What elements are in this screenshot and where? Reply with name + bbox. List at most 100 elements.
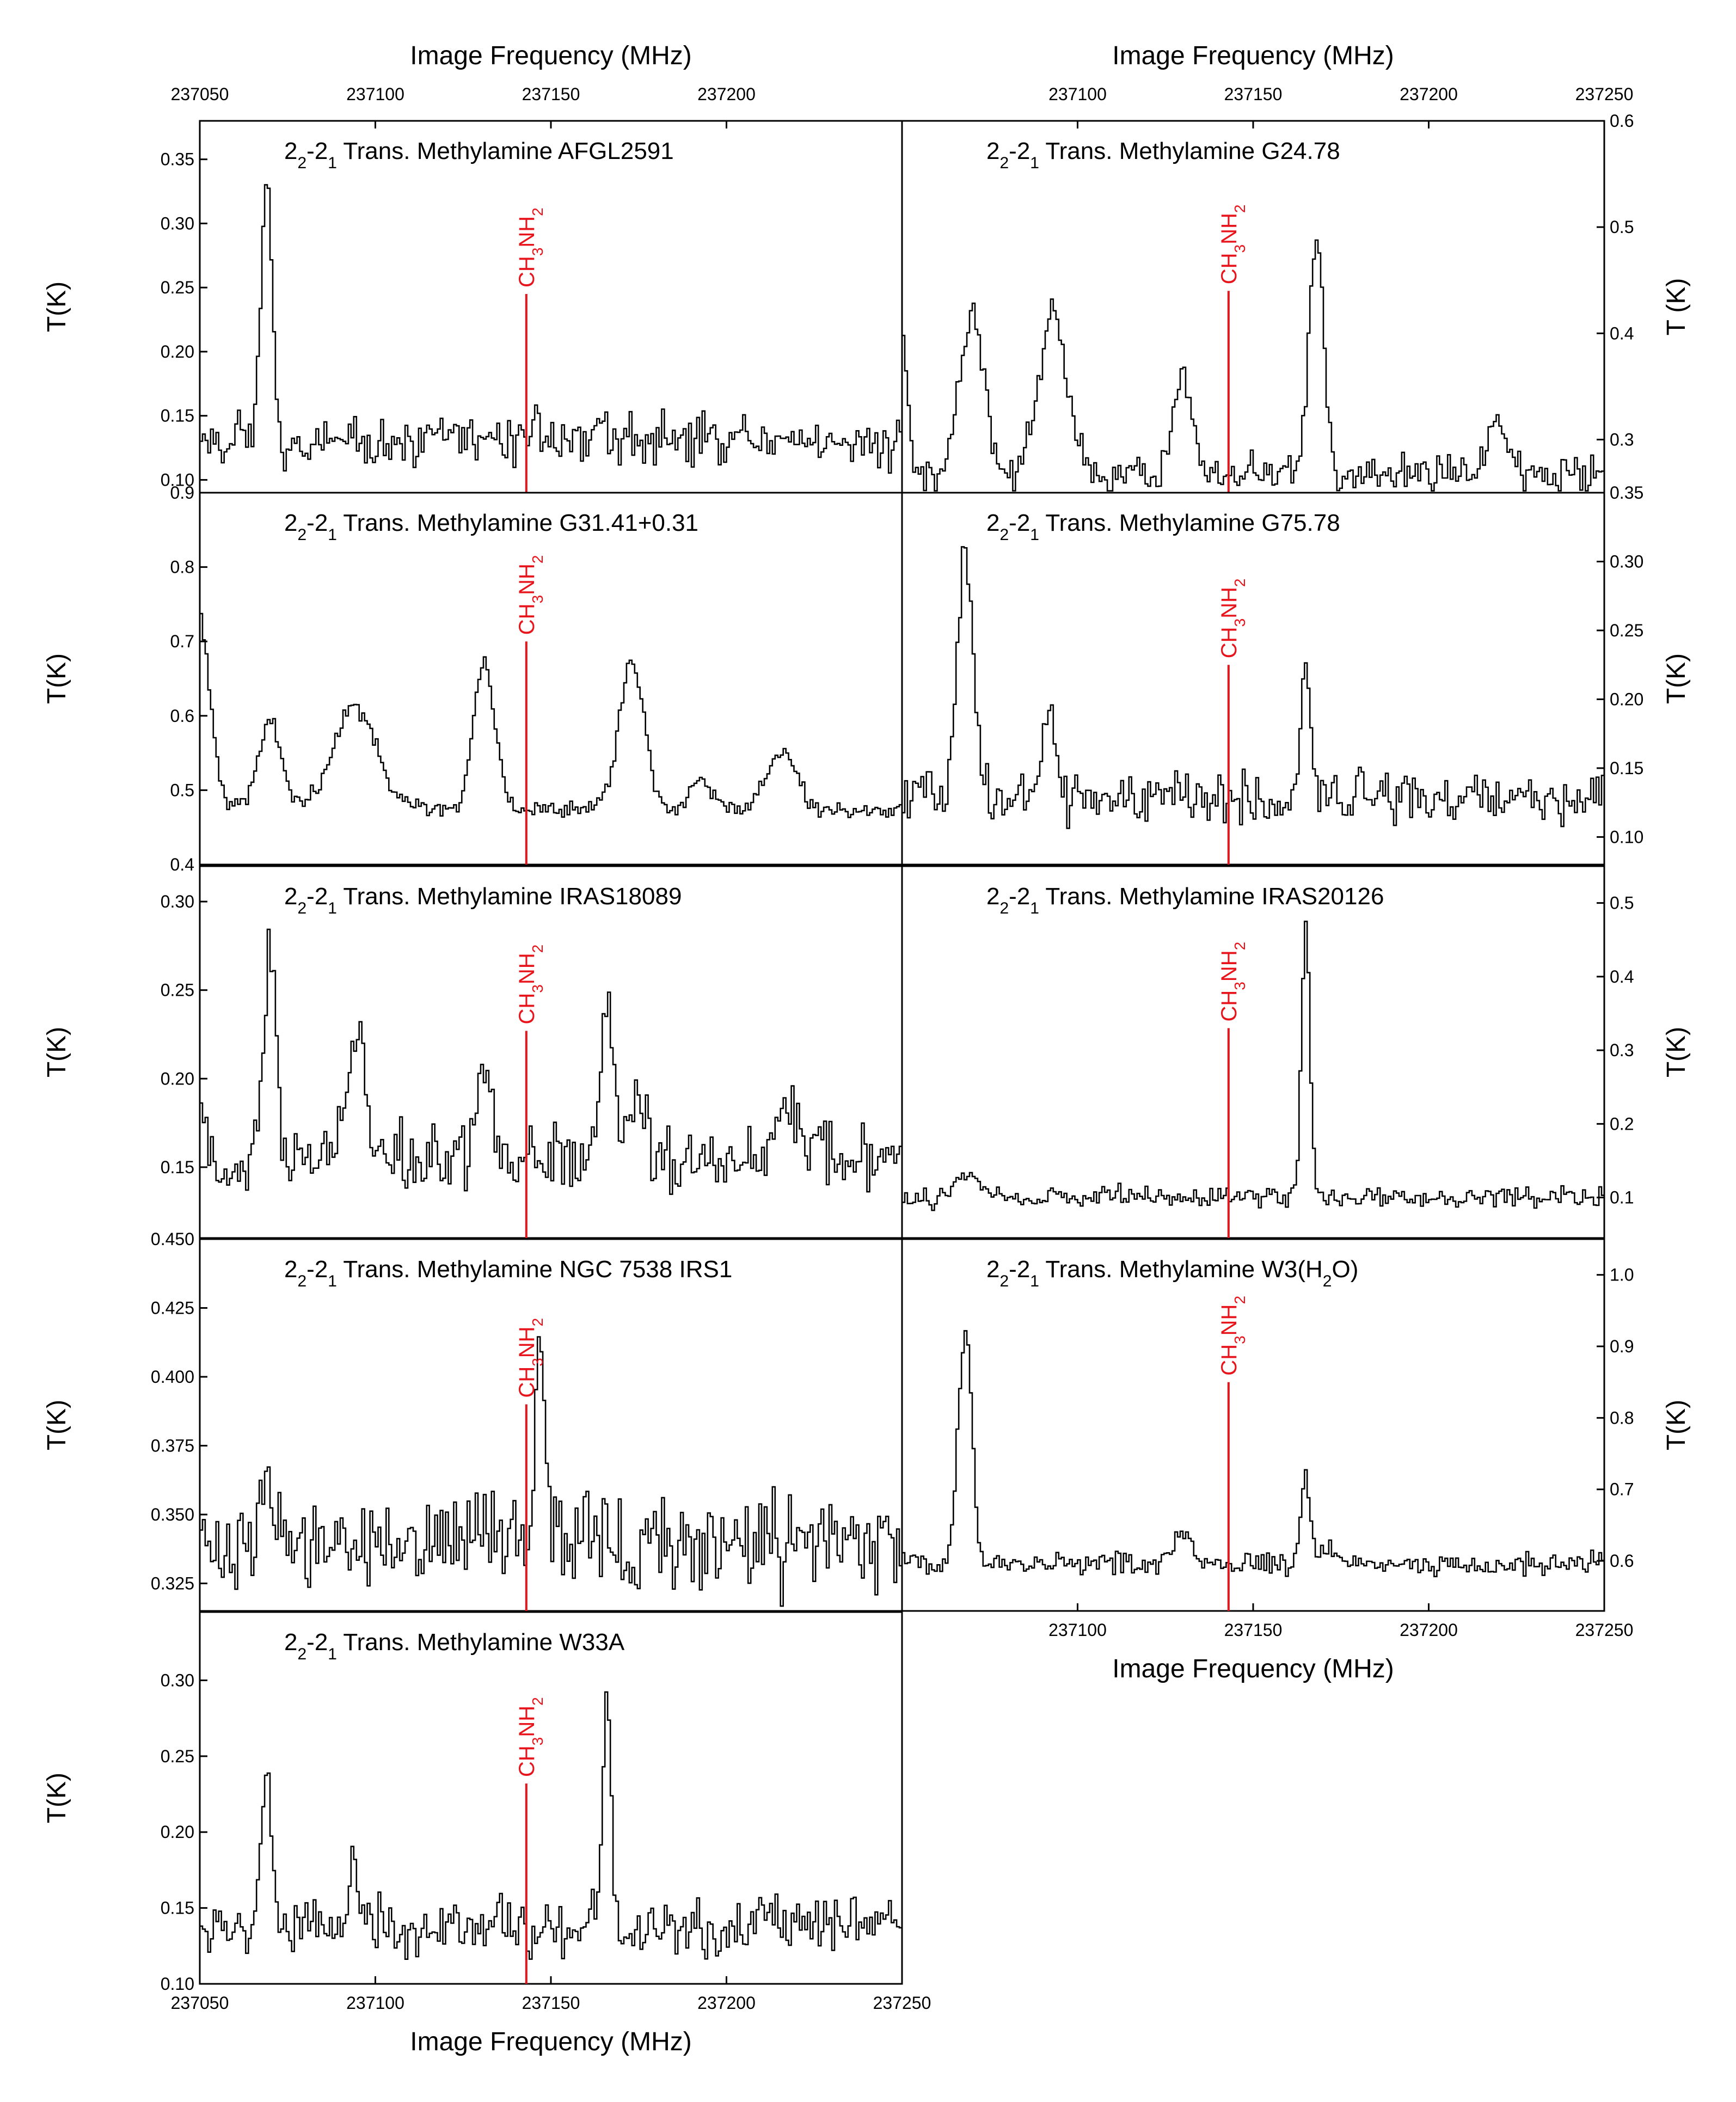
x-tick-label-top: 237150 [1224,84,1283,104]
marker-subscript: 3 [1231,618,1248,627]
marker-label-part: CH [515,256,539,287]
y-tick-label: 0.25 [161,1746,194,1766]
title-subscript: 1 [1030,899,1039,917]
y-tick-label: 0.7 [1610,1480,1634,1499]
panel-g75: 0.100.150.200.250.300.35T(K)22-21 Trans.… [901,483,1691,866]
panel-frame [901,865,1605,1239]
x-tick-label-bottom: 237250 [873,1993,931,2013]
marker-label: CH3NH2 [1217,578,1248,658]
title-subscript: 2 [999,899,1009,917]
y-tick-label: 0.15 [161,1898,194,1918]
title-subscript: 1 [328,1645,337,1663]
marker-subscript: 3 [1231,982,1248,990]
y-tick-label: 0.2 [1610,1114,1634,1133]
marker-label-part: NH [515,216,539,248]
marker-subscript: 3 [1231,1335,1248,1344]
marker-label: CH3NH2 [515,555,546,635]
x-tick-label-top: 237150 [522,84,580,104]
spectrum-line [200,612,902,818]
title-source: Trans. Methylamine G31.41+0.31 [337,510,698,536]
x-tick-label-top: 237200 [697,84,756,104]
marker-label-part: NH [1217,1304,1241,1336]
y-axis-title: T(K) [42,1400,71,1450]
spectrum-line [200,1691,902,1960]
title-part: -2 [1009,883,1030,910]
y-tick-label: 0.30 [161,892,194,911]
marker-label-part: CH [1217,1344,1241,1376]
y-tick-label: 0.400 [151,1367,194,1387]
marker-label-part: CH [1217,990,1241,1022]
spectrum-line [902,546,1604,829]
marker-subscript: 3 [529,248,545,256]
title-part: 2 [284,883,297,910]
y-tick-label: 0.3 [1610,430,1634,449]
spectrum-line [200,1336,902,1607]
title-source: Trans. Methylamine W33A [337,1629,625,1656]
y-tick-label: 0.20 [161,342,194,361]
panel-frame [901,1238,1605,1612]
y-tick-label: 0.6 [1610,111,1634,131]
title-source: Trans. Methylamine NGC 7538 IRS1 [337,1256,732,1283]
title-subscript: 1 [328,1272,337,1290]
title-subscript: 1 [328,526,337,544]
panel-w3h2o: 0.6 0.7 0.8 0.9 1.0 T(K) 237100 237150 237200 237… [901,1238,1691,1683]
x-tick-label-bottom: 237150 [522,1993,580,2013]
y-tick-label: 0.350 [151,1505,194,1524]
marker-subscript: 2 [1231,205,1248,213]
title-source: Trans. Methylamine IRAS20126 [1039,883,1384,910]
title-part: -2 [306,1256,328,1283]
x-tick-label-bottom: 237200 [697,1993,756,2013]
marker-subscript: 2 [529,945,545,953]
y-tick-label: 0.7 [170,632,194,651]
x-axis-title-top: Image Frequency (MHz) [410,41,691,70]
y-axis-title: T (K) [1662,278,1691,336]
marker-subscript: 2 [529,1697,545,1706]
y-tick-label: 0.9 [1610,1337,1634,1356]
title-part: 2 [284,138,297,164]
title-source: Trans. Methylamine AFGL2591 [337,138,674,164]
marker-label-part: CH [515,603,539,635]
marker-label: CH3NH2 [1217,942,1248,1022]
marker-label: CH3NH2 [1217,205,1248,285]
y-tick-label: 0.5 [1610,893,1634,913]
panel-title: 22-21 Trans. Methylamine IRAS20126 [986,883,1384,917]
title-part: -2 [1009,1256,1030,1283]
title-part: 2 [284,510,297,536]
y-tick-label: 0.4 [1610,323,1634,343]
title-subscript: 1 [1030,1272,1039,1290]
y-tick-label: 0.6 [170,706,194,726]
y-axis-title: T(K) [42,653,71,704]
panel-w33a: 0.10 0.15 0.20 0.25 0.30 T(K) 237050 237100 2371… [42,1611,931,2056]
y-tick-label: 0.8 [1610,1408,1634,1427]
title-subscript: 2 [999,526,1009,544]
y-tick-label: 1.0 [1610,1265,1634,1285]
y-tick-label: 0.5 [170,780,194,800]
marker-label-part: NH [515,1706,539,1737]
marker-subscript: 2 [529,555,545,563]
panel-iras20126: 0.10.20.30.40.5T(K)22-21 Trans. Methylam… [901,865,1691,1239]
panel-title: 22-21 Trans. Methylamine G24.78 [986,138,1340,172]
panel-ngc7538: 0.3250.3500.3750.4000.4250.450T(K)22-21 … [42,1229,903,1612]
y-tick-label: 0.25 [161,980,194,1000]
x-axis-title-bottom: Image Frequency (MHz) [410,2027,691,2056]
panel-iras18089: 0.150.200.250.30T(K)22-21 Trans. Methyla… [42,865,903,1239]
spectrum-line [902,921,1604,1211]
y-axis-title: T(K) [1662,653,1691,704]
title-subscript: 2 [297,1645,306,1663]
title-subscript: 2 [297,1272,306,1290]
y-tick-label: 0.4 [1610,967,1634,986]
marker-label-part: NH [515,953,539,984]
marker-subscript: 3 [529,595,545,604]
spectrum-line [200,928,902,1195]
title-part: -2 [1009,510,1030,536]
y-tick-label: 0.5 [1610,217,1634,237]
title-source: Trans. Methylamine G24.78 [1039,138,1340,164]
panel-title: 22-21 Trans. Methylamine IRAS18089 [284,883,682,917]
y-tick-label: 0.10 [1610,827,1643,847]
marker-subscript: 3 [529,1737,545,1746]
title-subscript: 2 [999,154,1009,172]
y-tick-label: 0.10 [161,1974,194,1994]
y-tick-label: 0.20 [161,1069,194,1088]
y-tick-label: 0.15 [1610,758,1643,778]
